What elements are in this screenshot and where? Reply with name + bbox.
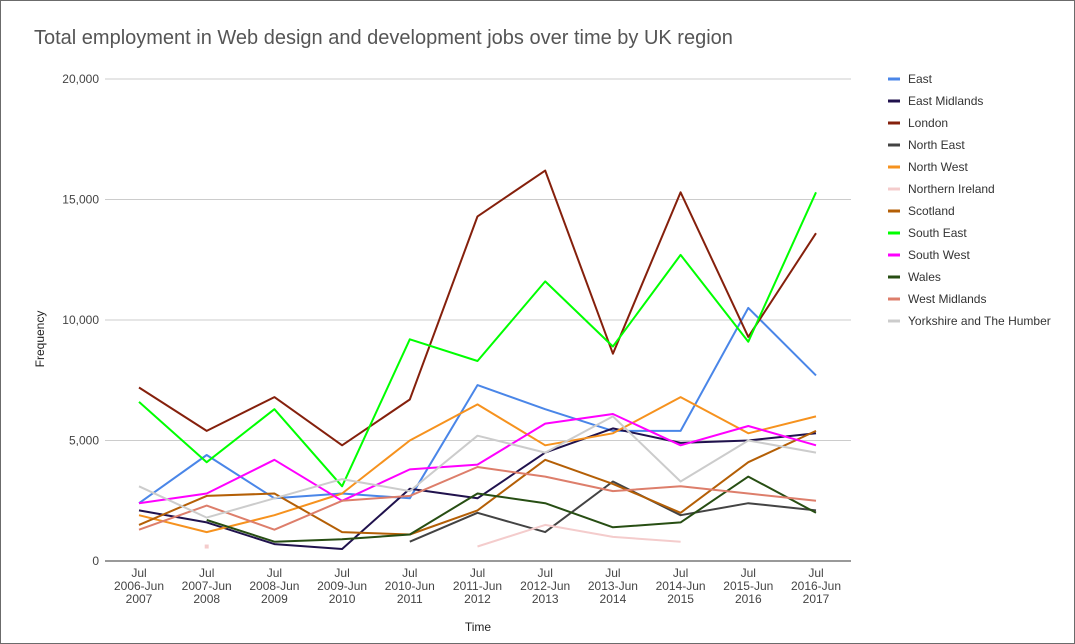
legend-label-northern-ireland: Northern Ireland — [908, 182, 995, 196]
series-line-south-east — [138, 191, 817, 488]
x-tick-label: Jul 2007-Jun 2008 — [182, 566, 232, 606]
y-axis-title: Frequency — [33, 311, 47, 368]
x-tick-label: Jul 2008-Jun 2009 — [249, 566, 299, 606]
series-line-scotland — [138, 429, 817, 536]
legend-label-wales: Wales — [908, 270, 941, 284]
y-tick-label: 20,000 — [62, 72, 99, 86]
legend-label-east: East — [908, 72, 933, 86]
x-tick-label: Jul 2012-Jun 2013 — [520, 566, 570, 606]
series-line-yorkshire-and-the-humber — [138, 415, 817, 519]
y-tick-label: 15,000 — [62, 193, 99, 207]
x-tick-label: Jul 2006-Jun 2007 — [114, 566, 164, 606]
series-line-northern-ireland — [477, 523, 681, 548]
x-tick-label: Jul 2013-Jun 2014 — [588, 566, 638, 606]
series-line-south-west — [138, 413, 817, 505]
legend-label-scotland: Scotland — [908, 204, 955, 218]
legend-label-yorkshire-and-the-humber: Yorkshire and The Humber — [908, 314, 1051, 328]
x-tick-label: Jul 2009-Jun 2010 — [317, 566, 367, 606]
legend-label-south-east: South East — [908, 226, 967, 240]
series-line-london — [138, 169, 817, 447]
series-line-east — [138, 306, 817, 505]
legend-label-west-midlands: West Midlands — [908, 292, 986, 306]
legend-label-north-east: North East — [908, 138, 965, 152]
y-tick-label: 10,000 — [62, 313, 99, 327]
legend-label-north-west: North West — [908, 160, 968, 174]
x-tick-label: Jul 2015-Jun 2016 — [723, 566, 773, 606]
x-tick-label: Jul 2010-Jun 2011 — [385, 566, 435, 606]
series-line-east-midlands — [138, 427, 817, 550]
legend-label-london: London — [908, 116, 948, 130]
x-tick-label: Jul 2014-Jun 2015 — [656, 566, 706, 606]
x-tick-label: Jul 2011-Jun 2012 — [453, 566, 502, 606]
y-tick-label: 5,000 — [69, 434, 99, 448]
x-tick-label: Jul 2016-Jun 2017 — [791, 566, 841, 606]
series-point-northern-ireland — [204, 544, 209, 549]
chart-title: Total employment in Web design and devel… — [34, 27, 733, 49]
x-axis-title: Time — [465, 620, 492, 634]
series-line-wales — [206, 475, 817, 543]
y-tick-label: 0 — [92, 554, 99, 568]
legend-label-east-midlands: East Midlands — [908, 94, 983, 108]
series-line-north-east — [409, 480, 817, 543]
series-line-west-midlands — [138, 466, 817, 531]
legend-label-south-west: South West — [908, 248, 970, 262]
